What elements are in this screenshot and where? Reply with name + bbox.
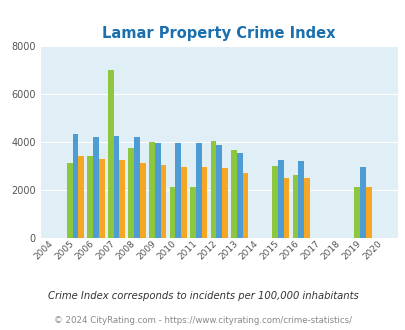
Bar	[108, 70, 113, 238]
Bar	[175, 143, 181, 238]
Bar	[365, 187, 371, 238]
Bar	[169, 187, 175, 238]
Bar	[87, 156, 93, 238]
Bar	[230, 150, 236, 238]
Title: Lamar Property Crime Index: Lamar Property Crime Index	[102, 26, 335, 41]
Bar	[236, 153, 242, 238]
Bar	[283, 178, 289, 238]
Bar	[271, 166, 277, 238]
Bar	[298, 161, 303, 238]
Text: Crime Index corresponds to incidents per 100,000 inhabitants: Crime Index corresponds to incidents per…	[47, 291, 358, 301]
Text: © 2024 CityRating.com - https://www.cityrating.com/crime-statistics/: © 2024 CityRating.com - https://www.city…	[54, 316, 351, 325]
Bar	[67, 163, 72, 238]
Bar	[201, 167, 207, 238]
Bar	[181, 167, 186, 238]
Bar	[195, 143, 201, 238]
Bar	[78, 156, 84, 238]
Bar	[292, 176, 298, 238]
Bar	[140, 163, 145, 238]
Bar	[149, 142, 154, 238]
Bar	[222, 168, 227, 238]
Bar	[277, 160, 283, 238]
Bar	[72, 134, 78, 238]
Bar	[119, 160, 125, 238]
Bar	[354, 187, 359, 238]
Bar	[216, 146, 222, 238]
Bar	[93, 137, 99, 238]
Bar	[99, 159, 104, 238]
Bar	[134, 137, 140, 238]
Bar	[154, 143, 160, 238]
Bar	[128, 148, 134, 238]
Bar	[113, 136, 119, 238]
Bar	[190, 187, 195, 238]
Bar	[210, 141, 216, 238]
Bar	[160, 165, 166, 238]
Bar	[303, 178, 309, 238]
Bar	[242, 173, 248, 238]
Bar	[359, 167, 365, 238]
